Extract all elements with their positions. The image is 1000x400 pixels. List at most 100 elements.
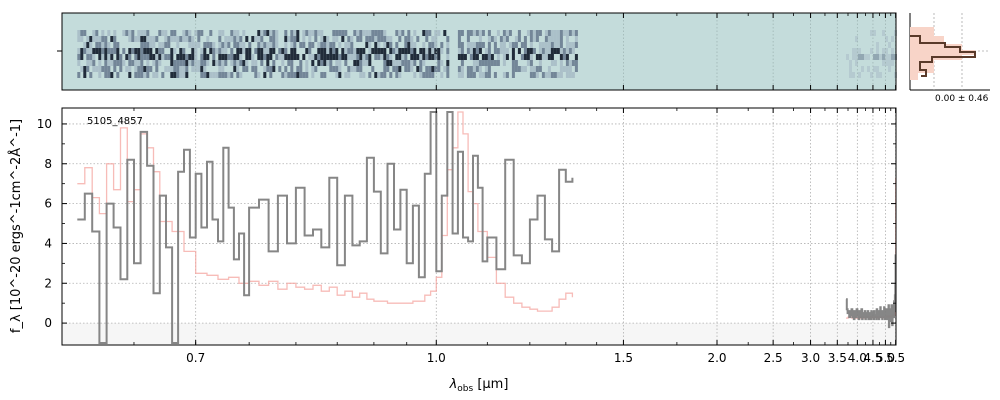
spectrum-2d-pixel [263, 30, 267, 36]
spectrum-2d-pixel [104, 42, 108, 48]
spectrum-2d-pixel [173, 36, 177, 42]
spectrum-2d-pixel [386, 60, 390, 66]
spectrum-2d-pixel [457, 66, 461, 72]
spectrum-2d-pixel [885, 60, 888, 66]
spectrum-2d-pixel [419, 54, 423, 60]
spectrum-2d-pixel [392, 48, 396, 54]
spectrum-2d-pixel [499, 48, 503, 54]
spectrum-2d-pixel [311, 54, 315, 60]
spectrum-2d-pixel [532, 72, 536, 78]
spectrum-2d-pixel [404, 66, 408, 72]
spectrum-2d-pixel [446, 72, 450, 78]
spectrum-2d-pixel [368, 54, 372, 60]
spectrum-2d-pixel [562, 48, 566, 54]
spectrum-2d-pixel [410, 42, 414, 48]
spectrum-2d-pixel [251, 36, 255, 42]
spectrum-2d-pixel [77, 72, 81, 78]
spectrum-2d-pixel [846, 54, 849, 60]
spectrum-2d-pixel [338, 60, 342, 66]
spectrum-2d-pixel [574, 42, 578, 48]
spectrum-2d-pixel [134, 36, 138, 42]
spectrum-2d-pixel [104, 60, 108, 66]
spectrum-2d-pixel [469, 48, 473, 54]
spectrum-2d-pixel [559, 54, 563, 60]
spectrum-2d-pixel [263, 72, 267, 78]
spectrum-2d-pixel [574, 60, 578, 66]
spectrum-2d-pixel [179, 72, 183, 78]
spectrum-2d-pixel [344, 42, 348, 48]
spectrum-2d-pixel [888, 66, 891, 72]
spectrum-2d-pixel [362, 54, 366, 60]
spectrum-2d-pixel [547, 36, 551, 42]
spectrum-2d-pixel [472, 48, 476, 54]
spectrum-2d-pixel [230, 30, 234, 36]
spectrum-1d-panel: 0.7 1.0 1.5 2.0 2.5 3.0 3.5 4.04.55.05.5 0 2 4 6 8 1… [8, 107, 905, 394]
spectrum-2d-pixel [383, 60, 387, 66]
spectrum-2d-pixel [514, 66, 518, 72]
spectrum-2d-pixel [413, 54, 417, 60]
spectrum-2d-pixel [113, 66, 117, 72]
spectrum-2d-pixel [212, 72, 216, 78]
spectrum-2d-pixel [359, 72, 363, 78]
x-tick-label: 5.0 [876, 351, 895, 365]
spectrum-2d-pixel [347, 66, 351, 72]
spectrum-2d-pixel [122, 30, 126, 36]
spectrum-2d-pixel [320, 72, 324, 78]
spectrum-2d-pixel [323, 60, 327, 66]
spectrum-2d-pixel [80, 48, 84, 54]
spectrum-2d-pixel [146, 60, 150, 66]
spectrum-2d-pixel [323, 48, 327, 54]
spectrum-2d-pixel [380, 54, 384, 60]
spectrum-2d-pixel [290, 36, 294, 42]
spectrum-2d-pixel [350, 66, 354, 72]
spectrum-2d-pixel [146, 66, 150, 72]
spectrum-2d-pixel [437, 66, 441, 72]
spectrum-2d-pixel [179, 66, 183, 72]
spectrum-2d-pixel [487, 36, 491, 42]
spectrum-2d-pixel [478, 30, 482, 36]
spectrum-2d-pixel [140, 48, 144, 54]
spectrum-2d-pixel [185, 72, 189, 78]
spectrum-2d-pixel [377, 36, 381, 42]
spectrum-2d-pixel [110, 48, 114, 54]
spectrum-2d-pixel [347, 42, 351, 48]
spectrum-2d-pixel [457, 72, 461, 78]
spectrum-2d-pixel [173, 60, 177, 66]
spectrum-2d-pixel [547, 48, 551, 54]
spectrum-2d-pixel [460, 42, 464, 48]
spectrum-2d-pixel [547, 30, 551, 36]
spectrum-2d-pixel [311, 72, 315, 78]
spectrum-2d-pixel [861, 54, 864, 60]
spectrum-2d-pixel [203, 66, 207, 72]
spectrum-2d-pixel [425, 48, 429, 54]
spectrum-2d-pixel [281, 54, 285, 60]
spectrum-2d-pixel [254, 72, 258, 78]
spectrum-2d-pixel [484, 54, 488, 60]
spectrum-2d-pixel [410, 66, 414, 72]
spectrum-2d-pixel [128, 30, 132, 36]
spectrum-2d-pixel [347, 48, 351, 54]
spectrum-2d-pixel [422, 60, 426, 66]
y-tick-label: 10 [37, 117, 52, 131]
spectrum-2d-pixel [395, 72, 399, 78]
spectrum-2d-pixel [260, 30, 264, 36]
spectrum-2d-pixel [484, 66, 488, 72]
spectrum-2d-pixel [344, 60, 348, 66]
spectrum-2d-pixel [170, 66, 174, 72]
spectrum-2d-pixel [329, 48, 333, 54]
spectrum-2d-pixel [490, 36, 494, 42]
spectrum-2d-pixel [428, 54, 432, 60]
spectrum-2d-pixel [107, 30, 111, 36]
spectrum-2d-pixel [77, 48, 81, 54]
spectrum-2d-pixel [457, 48, 461, 54]
spectrum-2d-pixel [332, 54, 336, 60]
spectrum-2d-pixel [855, 60, 858, 66]
spectrum-2d-pixel [323, 54, 327, 60]
spectrum-2d-pixel [218, 54, 222, 60]
spectrum-2d-pixel [107, 72, 111, 78]
spectrum-2d-pixel [179, 54, 183, 60]
spectrum-2d-pixel [299, 60, 303, 66]
spectrum-2d-pixel [511, 54, 515, 60]
spectrum-2d-pixel [317, 48, 321, 54]
spectrum-2d-pixel [203, 54, 207, 60]
